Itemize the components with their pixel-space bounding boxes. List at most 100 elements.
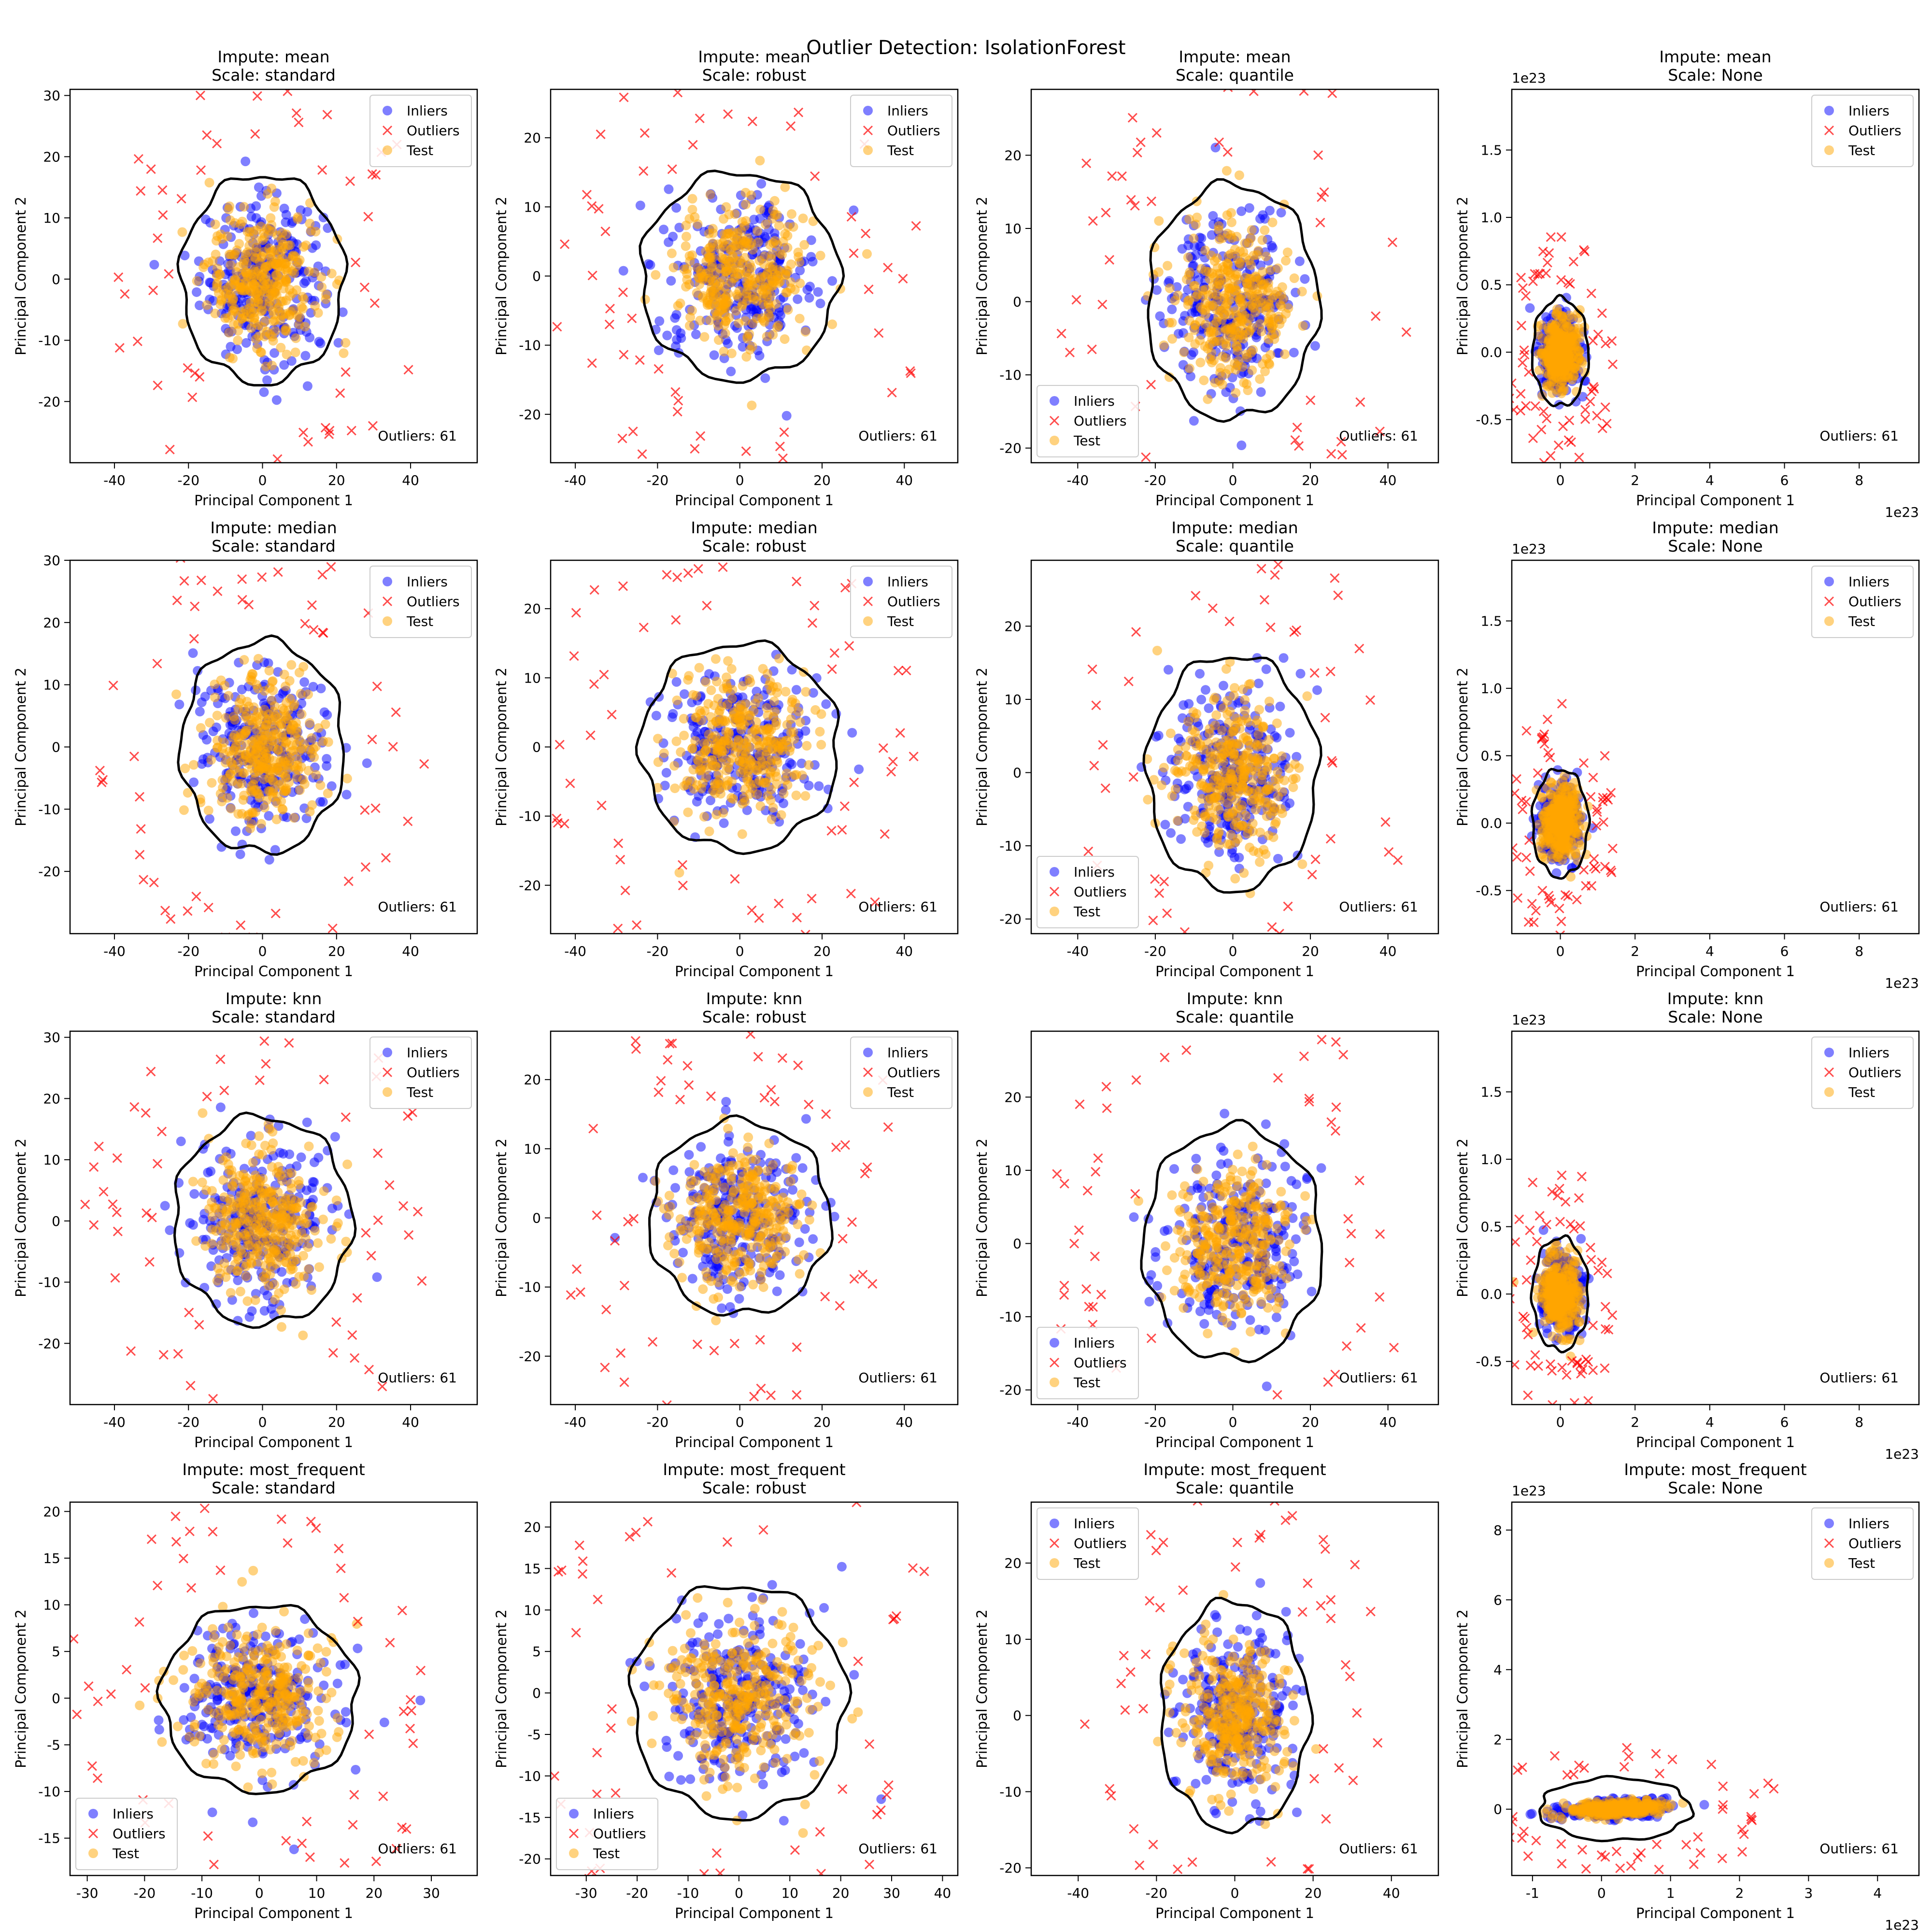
test-point: [225, 353, 235, 363]
test-point: [1197, 821, 1207, 831]
inlier-point: [671, 203, 682, 213]
test-point: [1143, 795, 1153, 805]
test-point: [179, 805, 189, 815]
outlier-marker: [672, 407, 682, 417]
x-tick-label: 40: [1379, 472, 1397, 488]
test-point: [718, 683, 728, 694]
x-tick-label: -20: [177, 943, 199, 959]
legend-test-label: Test: [887, 142, 914, 158]
test-point: [741, 199, 751, 210]
outlier-marker: [129, 752, 139, 762]
test-point: [1257, 775, 1267, 785]
outlier-marker: [1136, 137, 1146, 147]
test-point: [768, 803, 778, 813]
test-point: [249, 264, 259, 274]
outlier-marker: [1098, 740, 1108, 750]
outlier-marker: [849, 777, 859, 787]
test-point: [720, 328, 730, 339]
outlier-marker: [326, 562, 336, 572]
test-point: [714, 708, 724, 718]
test-point: [233, 319, 243, 329]
inlier-point: [796, 758, 807, 768]
test-point: [290, 347, 300, 357]
inlier-point: [338, 307, 348, 317]
outlier-marker: [1162, 908, 1172, 918]
test-point: [239, 655, 249, 665]
test-point: [320, 719, 330, 729]
test-point: [720, 715, 730, 725]
outlier-marker: [874, 328, 884, 338]
outlier-marker: [560, 239, 570, 249]
outlier-marker: [1327, 756, 1337, 766]
outlier-marker: [839, 801, 850, 811]
decision-contour: [177, 634, 345, 856]
inlier-point: [230, 826, 241, 836]
outlier-marker: [360, 805, 370, 815]
outlier-marker: [1148, 915, 1158, 925]
test-point: [740, 699, 751, 709]
outlier-marker: [1556, 232, 1566, 242]
test-point: [1234, 739, 1244, 750]
test-point: [733, 318, 743, 328]
outlier-count-annotation: Outliers: 61: [1819, 428, 1899, 444]
test-point: [244, 759, 254, 769]
inlier-point: [618, 266, 628, 276]
outlier-marker: [153, 233, 163, 243]
outlier-marker: [1123, 676, 1134, 686]
outlier-marker: [1574, 453, 1584, 463]
outlier-marker: [1159, 877, 1169, 887]
test-point: [690, 736, 700, 746]
test-point: [744, 329, 754, 339]
outlier-marker: [607, 710, 617, 720]
test-point: [256, 347, 267, 357]
outlier-marker: [627, 313, 637, 324]
test-point: [746, 756, 756, 766]
test-point: [707, 755, 717, 765]
test-point: [327, 269, 337, 279]
test-point: [713, 335, 724, 345]
outlier-marker: [1392, 855, 1403, 865]
outlier-marker: [837, 825, 847, 835]
legend-inliers-label: Inliers: [1074, 864, 1115, 880]
y-tick-label: 20: [43, 149, 60, 165]
outlier-marker: [861, 228, 871, 239]
x-tick-label: 40: [1379, 943, 1397, 959]
test-point: [236, 694, 246, 704]
test-point: [1252, 250, 1262, 260]
outlier-marker: [1401, 327, 1411, 337]
inlier-point: [793, 294, 803, 304]
test-point: [788, 727, 798, 737]
outlier-marker: [723, 109, 733, 119]
test-point: [1152, 645, 1162, 655]
test-point: [1248, 345, 1258, 355]
plot-area: [1056, 89, 1411, 462]
y-tick-label: 20: [1004, 147, 1022, 163]
test-point: [1239, 773, 1249, 783]
legend-outliers-label: Outliers: [887, 594, 940, 610]
test-point: [1206, 759, 1216, 769]
legend-test-label: Test: [406, 613, 433, 629]
test-point: [683, 675, 693, 685]
test-point: [246, 781, 256, 791]
outlier-marker: [1546, 232, 1556, 242]
test-point: [246, 746, 256, 756]
test-point: [722, 264, 732, 274]
test-point: [1252, 755, 1263, 765]
test-point: [726, 664, 737, 674]
decision-contour: [1142, 656, 1322, 894]
inlier-point: [662, 330, 672, 341]
test-point: [1222, 798, 1233, 808]
test-point: [203, 806, 213, 816]
x-tick-label: 20: [328, 472, 345, 488]
outlier-marker: [300, 619, 310, 629]
test-point: [753, 237, 763, 247]
test-point: [212, 270, 222, 281]
test-point: [180, 763, 190, 773]
test-point: [1209, 337, 1219, 347]
test-point: [311, 770, 321, 780]
test-point: [256, 731, 266, 741]
inlier-point: [813, 287, 823, 297]
